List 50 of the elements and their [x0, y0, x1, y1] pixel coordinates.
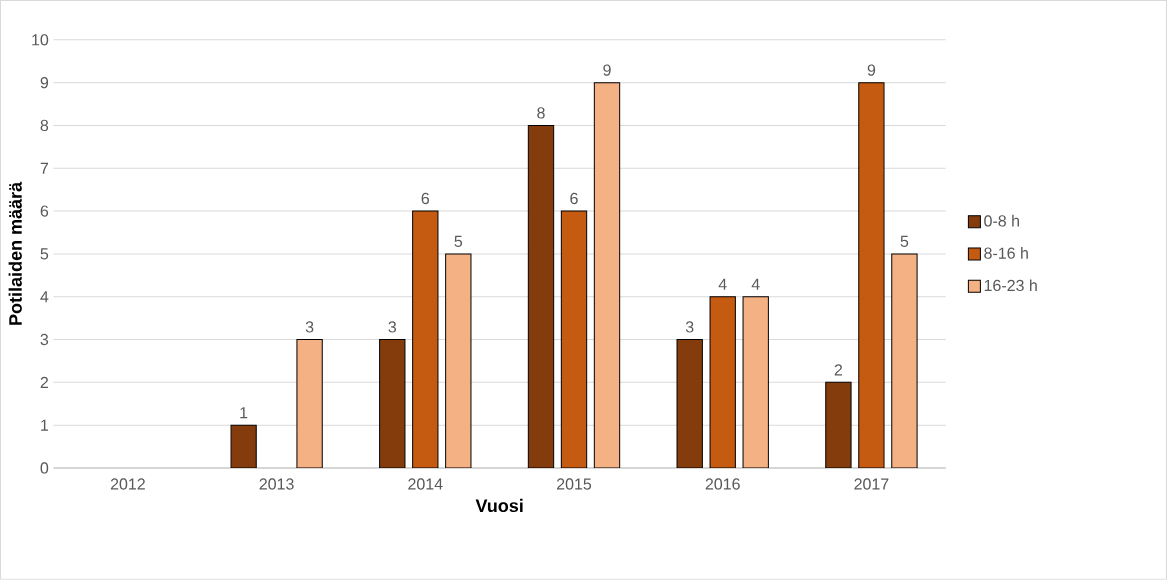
- data-label: 1: [240, 407, 248, 419]
- data-label: 9: [603, 64, 611, 76]
- y-tick-label: 3: [40, 333, 49, 346]
- x-axis-title: Vuosi: [475, 498, 523, 513]
- bar: [676, 339, 703, 469]
- bar: [742, 296, 769, 469]
- data-label: 3: [388, 321, 397, 333]
- legend-label: 8-16 h: [984, 247, 1028, 259]
- data-label: 6: [421, 192, 430, 205]
- y-tick-label: 8: [40, 119, 49, 132]
- bar: [891, 253, 918, 469]
- y-tick-label: 9: [40, 77, 49, 89]
- data-label: 3: [305, 321, 314, 333]
- bar: [445, 253, 472, 469]
- y-tick-label: 5: [40, 248, 49, 260]
- bar: [593, 82, 621, 469]
- data-label: 4: [751, 278, 760, 290]
- y-axis-title: Potilaiden määrä: [8, 181, 22, 325]
- data-label: 5: [454, 235, 463, 248]
- bar: [560, 210, 588, 469]
- data-label: 2: [834, 364, 843, 376]
- bar: [379, 339, 406, 469]
- data-label: 9: [867, 64, 876, 76]
- data-label: 4: [718, 278, 727, 290]
- bar: [412, 210, 439, 469]
- y-tick-label: 4: [40, 291, 49, 303]
- data-label: 8: [537, 107, 545, 119]
- bar: [858, 82, 885, 469]
- data-label: 6: [570, 192, 578, 205]
- bar: [296, 339, 323, 469]
- bar: [709, 296, 736, 469]
- y-tick-label: 0: [40, 462, 49, 474]
- y-tick-label: 6: [40, 205, 49, 217]
- legend-label: 0-8 h: [984, 214, 1019, 227]
- y-tick-label: 10: [32, 34, 49, 46]
- y-tick-label: 1: [41, 419, 49, 431]
- x-tick-label: 2017: [854, 478, 889, 490]
- bar: [825, 381, 852, 469]
- y-tick-label: 2: [40, 376, 49, 389]
- x-tick-label: 2013: [259, 478, 294, 490]
- x-tick-label: 2015: [556, 478, 592, 490]
- data-label: 3: [685, 321, 694, 333]
- bar: [230, 424, 257, 469]
- bar: [527, 125, 555, 469]
- data-label: 5: [900, 235, 909, 248]
- x-tick-label: 2016: [705, 478, 740, 490]
- x-tick-label: 2014: [408, 478, 443, 490]
- y-tick-label: 7: [40, 162, 49, 174]
- legend-label: 16-23 h: [984, 279, 1037, 292]
- x-tick-label: 2012: [110, 478, 145, 490]
